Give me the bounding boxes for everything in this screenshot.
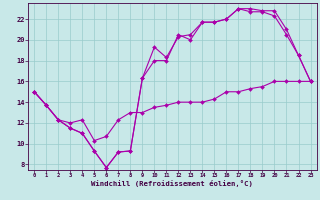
X-axis label: Windchill (Refroidissement éolien,°C): Windchill (Refroidissement éolien,°C) bbox=[92, 180, 253, 187]
